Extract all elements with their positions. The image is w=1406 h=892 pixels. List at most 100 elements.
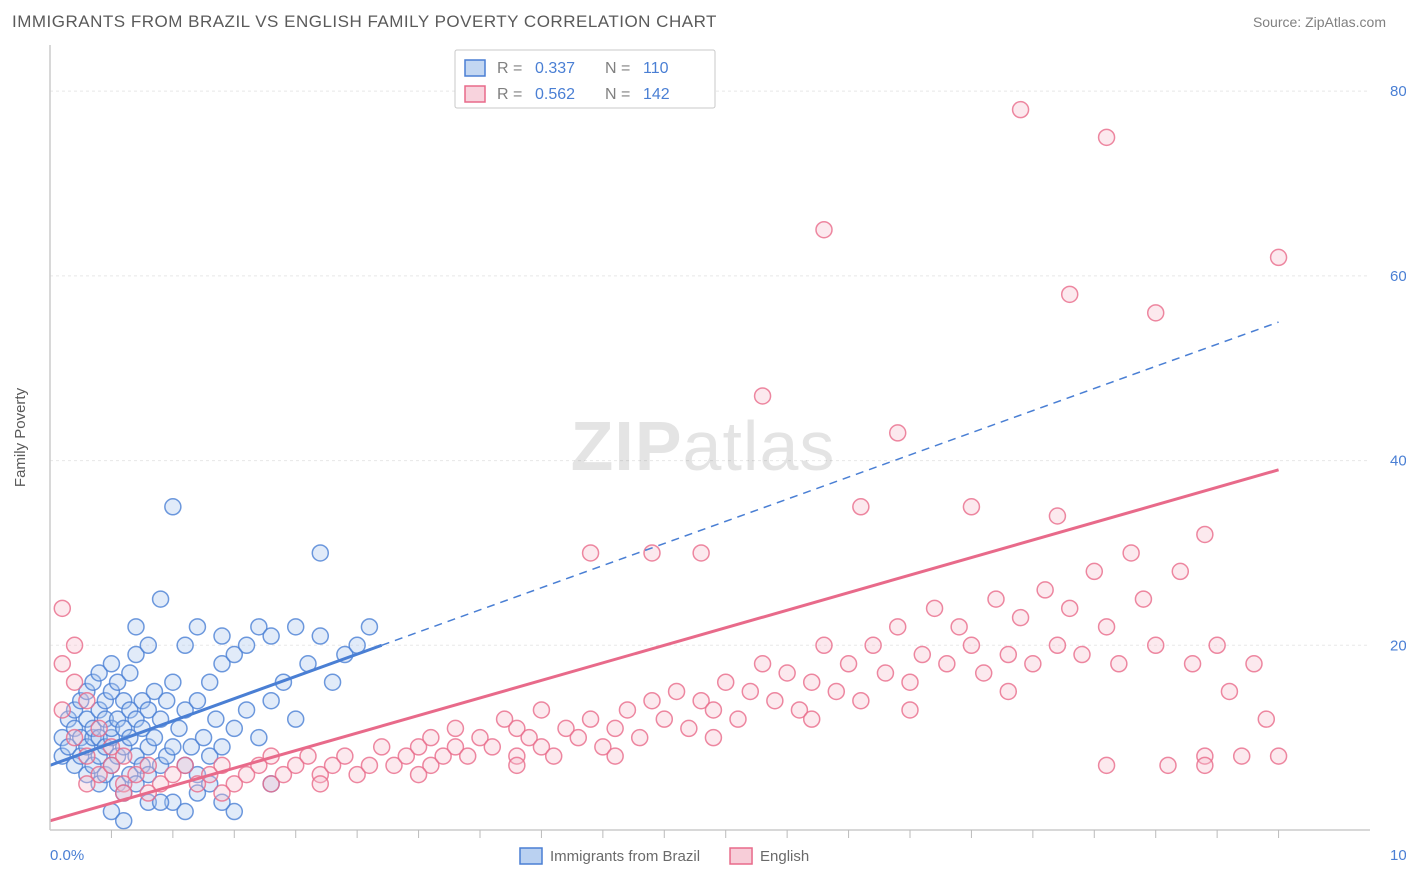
scatter-point: [146, 730, 162, 746]
scatter-point: [1258, 711, 1274, 727]
x-label-left: 0.0%: [50, 847, 84, 864]
scatter-point: [226, 720, 242, 736]
scatter-point: [288, 711, 304, 727]
scatter-point: [902, 674, 918, 690]
scatter-point: [361, 619, 377, 635]
legend-box: [455, 50, 715, 108]
scatter-point: [619, 702, 635, 718]
y-axis-label: Family Poverty: [12, 387, 29, 487]
scatter-point: [177, 804, 193, 820]
scatter-point: [1185, 656, 1201, 672]
scatter-point: [1123, 545, 1139, 561]
scatter-point: [570, 730, 586, 746]
scatter-point: [447, 720, 463, 736]
scatter-point: [263, 628, 279, 644]
scatter-point: [1160, 757, 1176, 773]
scatter-point: [103, 656, 119, 672]
legend-swatch: [465, 86, 485, 102]
scatter-point: [159, 693, 175, 709]
scatter-point: [1049, 637, 1065, 653]
y-tick-label: 40.0%: [1390, 453, 1406, 470]
scatter-point: [202, 674, 218, 690]
scatter-point: [312, 776, 328, 792]
scatter-point: [644, 693, 660, 709]
scatter-point: [890, 619, 906, 635]
scatter-point: [828, 683, 844, 699]
scatter-point: [1135, 591, 1151, 607]
scatter-point: [239, 637, 255, 653]
legend-n-label: N =: [605, 86, 630, 103]
scatter-point: [546, 748, 562, 764]
scatter-point: [67, 730, 83, 746]
scatter-point: [705, 702, 721, 718]
scatter-point: [411, 767, 427, 783]
scatter-point: [853, 499, 869, 515]
scatter-point: [128, 619, 144, 635]
scatter-point: [54, 600, 70, 616]
scatter-point: [1000, 683, 1016, 699]
scatter-point: [669, 683, 685, 699]
scatter-point: [976, 665, 992, 681]
scatter-point: [607, 748, 623, 764]
scatter-point: [263, 693, 279, 709]
scatter-point: [189, 693, 205, 709]
scatter-point: [1086, 563, 1102, 579]
scatter-point: [963, 637, 979, 653]
scatter-point: [79, 693, 95, 709]
scatter-point: [312, 628, 328, 644]
scatter-point: [681, 720, 697, 736]
legend-r-label: R =: [497, 86, 522, 103]
x-label-right: 100.0%: [1390, 847, 1406, 864]
scatter-point: [509, 757, 525, 773]
legend-n-value: 110: [643, 60, 669, 77]
y-tick-label: 20.0%: [1390, 637, 1406, 654]
scatter-point: [865, 637, 881, 653]
scatter-point: [1209, 637, 1225, 653]
legend-r-label: R =: [497, 60, 522, 77]
scatter-point: [607, 720, 623, 736]
legend-r-value: 0.337: [535, 60, 575, 77]
scatter-point: [816, 637, 832, 653]
scatter-point: [116, 813, 132, 829]
scatter-point: [1197, 526, 1213, 542]
scatter-point: [632, 730, 648, 746]
scatter-point: [767, 693, 783, 709]
y-tick-label: 60.0%: [1390, 268, 1406, 285]
scatter-point: [656, 711, 672, 727]
scatter-point: [1172, 563, 1188, 579]
scatter-point: [963, 499, 979, 515]
scatter-point: [361, 757, 377, 773]
scatter-point: [54, 656, 70, 672]
scatter-point: [583, 711, 599, 727]
bottom-legend-label: Immigrants from Brazil: [550, 848, 700, 865]
scatter-point: [1049, 508, 1065, 524]
scatter-point: [1221, 683, 1237, 699]
scatter-point: [804, 711, 820, 727]
scatter-point: [705, 730, 721, 746]
scatter-point: [1037, 582, 1053, 598]
scatter-point: [214, 739, 230, 755]
scatter-point: [214, 628, 230, 644]
scatter-point: [755, 656, 771, 672]
scatter-point: [877, 665, 893, 681]
scatter-point: [208, 711, 224, 727]
scatter-point: [91, 720, 107, 736]
scatter-point: [288, 619, 304, 635]
scatter-point: [337, 748, 353, 764]
scatter-point: [325, 674, 341, 690]
scatter-point: [1246, 656, 1262, 672]
scatter-point: [165, 499, 181, 515]
scatter-point: [693, 545, 709, 561]
scatter-point: [54, 702, 70, 718]
scatter-point: [140, 637, 156, 653]
scatter-point: [914, 647, 930, 663]
y-tick-label: 80.0%: [1390, 83, 1406, 100]
scatter-point: [951, 619, 967, 635]
scatter-point: [67, 637, 83, 653]
bottom-legend-swatch: [730, 848, 752, 864]
scatter-point: [1099, 129, 1115, 145]
scatter-point: [67, 674, 83, 690]
scatter-point: [1074, 647, 1090, 663]
scatter-point: [312, 545, 328, 561]
scatter-point: [1271, 249, 1287, 265]
